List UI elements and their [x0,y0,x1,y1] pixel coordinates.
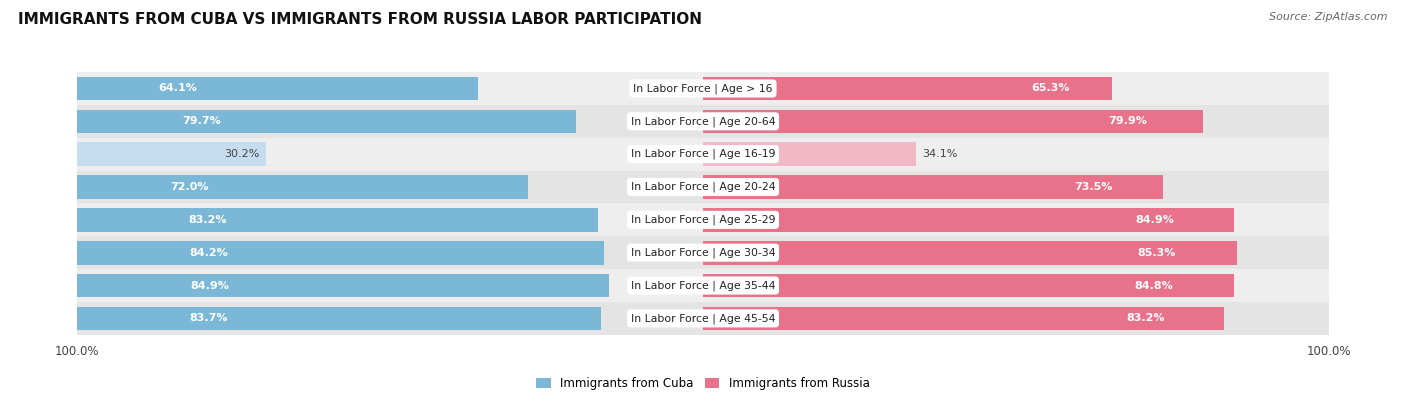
Text: In Labor Force | Age 16-19: In Labor Force | Age 16-19 [631,149,775,160]
Text: 84.9%: 84.9% [191,280,229,290]
Bar [77,302,1329,335]
Bar [703,274,1233,297]
Text: 65.3%: 65.3% [1031,83,1070,94]
Text: 79.7%: 79.7% [183,117,221,126]
Bar [703,208,1234,231]
Text: 72.0%: 72.0% [170,182,209,192]
Text: 79.9%: 79.9% [1108,117,1147,126]
Text: In Labor Force | Age 45-54: In Labor Force | Age 45-54 [631,313,775,324]
Bar [703,142,917,166]
Bar [77,208,598,231]
Text: In Labor Force | Age 35-44: In Labor Force | Age 35-44 [631,280,775,291]
Text: 30.2%: 30.2% [225,149,260,159]
Bar [703,175,1163,199]
Bar [77,138,1329,171]
Text: In Labor Force | Age 20-64: In Labor Force | Age 20-64 [631,116,775,126]
Bar [77,142,266,166]
Bar [77,175,527,199]
Bar [703,307,1223,330]
Text: 34.1%: 34.1% [922,149,957,159]
Text: 84.8%: 84.8% [1135,280,1174,290]
Bar [77,236,1329,269]
Bar [77,105,1329,138]
Text: In Labor Force | Age 20-24: In Labor Force | Age 20-24 [631,182,775,192]
Bar [77,77,478,100]
Bar [77,203,1329,236]
Text: 84.9%: 84.9% [1135,215,1174,225]
Text: 83.2%: 83.2% [188,215,226,225]
Bar [77,274,609,297]
Text: In Labor Force | Age 30-34: In Labor Force | Age 30-34 [631,247,775,258]
Legend: Immigrants from Cuba, Immigrants from Russia: Immigrants from Cuba, Immigrants from Ru… [533,374,873,394]
Text: IMMIGRANTS FROM CUBA VS IMMIGRANTS FROM RUSSIA LABOR PARTICIPATION: IMMIGRANTS FROM CUBA VS IMMIGRANTS FROM … [18,12,702,27]
Text: 83.7%: 83.7% [188,313,228,324]
Text: 73.5%: 73.5% [1074,182,1114,192]
Text: 83.2%: 83.2% [1126,313,1164,324]
Text: In Labor Force | Age 25-29: In Labor Force | Age 25-29 [631,214,775,225]
Bar [77,109,576,133]
Bar [703,109,1204,133]
Bar [703,241,1237,265]
Text: 64.1%: 64.1% [157,83,197,94]
Bar [77,171,1329,203]
Bar [77,72,1329,105]
Text: Source: ZipAtlas.com: Source: ZipAtlas.com [1270,12,1388,22]
Text: 84.2%: 84.2% [190,248,228,258]
Text: In Labor Force | Age > 16: In Labor Force | Age > 16 [633,83,773,94]
Text: 85.3%: 85.3% [1137,248,1175,258]
Bar [77,307,600,330]
Bar [77,241,605,265]
Bar [703,77,1112,100]
Bar [77,269,1329,302]
